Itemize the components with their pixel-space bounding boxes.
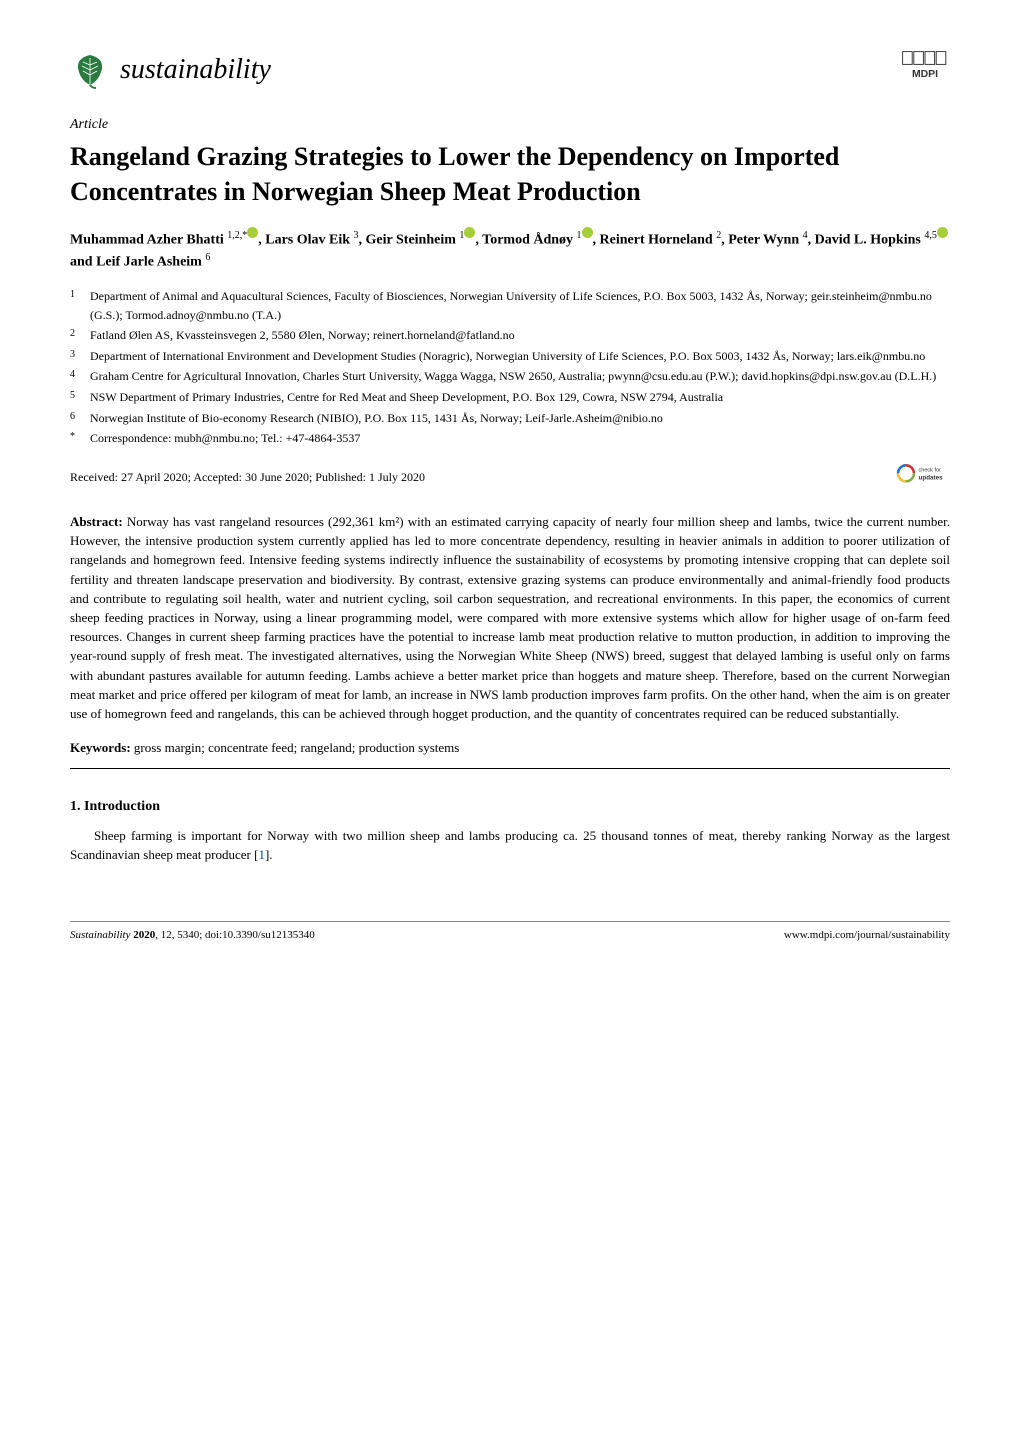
article-title: Rangeland Grazing Strategies to Lower th… (70, 139, 950, 209)
keywords-label: Keywords: (70, 740, 131, 755)
affiliation-row: 5 NSW Department of Primary Industries, C… (70, 388, 950, 407)
affiliation-number: 4 (70, 367, 80, 386)
header: sustainability MDPI (70, 50, 950, 90)
leaf-icon (70, 50, 110, 90)
footer-journal: Sustainability (70, 929, 131, 941)
orcid-icon[interactable] (464, 227, 475, 238)
journal-name: sustainability (120, 50, 271, 89)
author-name: , Peter Wynn (721, 232, 802, 247)
author-name: , David L. Hopkins (808, 232, 925, 247)
affiliation-number: * (70, 429, 80, 448)
dates-row: Received: 27 April 2020; Accepted: 30 Ju… (70, 462, 950, 494)
affiliation-text: Department of International Environment … (90, 347, 925, 366)
abstract-label: Abstract: (70, 514, 123, 529)
svg-text:check for: check for (919, 468, 941, 474)
svg-text:MDPI: MDPI (912, 69, 938, 80)
svg-text:updates: updates (919, 474, 944, 481)
author-affil-sup: 6 (205, 252, 210, 263)
affiliation-text: Fatland Ølen AS, Kvassteinsvegen 2, 5580… (90, 326, 515, 345)
received-accepted-published: Received: 27 April 2020; Accepted: 30 Ju… (70, 469, 425, 486)
abstract-text: Norway has vast rangeland resources (292… (70, 514, 950, 721)
page-footer: Sustainability 2020, 12, 5340; doi:10.33… (70, 921, 950, 943)
affiliation-row: * Correspondence: mubh@nmbu.no; Tel.: +47… (70, 429, 950, 448)
author-name: , Reinert Horneland (593, 232, 717, 247)
author-name: , Geir Steinheim (359, 232, 460, 247)
footer-year: 2020 (133, 929, 155, 941)
affiliation-number: 1 (70, 287, 80, 324)
author-name: and Leif Jarle Asheim (70, 255, 205, 270)
affiliation-text: Graham Centre for Agricultural Innovatio… (90, 367, 936, 386)
author-name: Muhammad Azher Bhatti (70, 232, 227, 247)
affiliation-number: 3 (70, 347, 80, 366)
orcid-icon[interactable] (582, 227, 593, 238)
affiliation-text: Correspondence: mubh@nmbu.no; Tel.: +47-… (90, 429, 360, 448)
affiliation-number: 2 (70, 326, 80, 345)
orcid-icon[interactable] (937, 227, 948, 238)
article-type: Article (70, 115, 950, 135)
author-name: , Tormod Ådnøy (475, 232, 576, 247)
author-affil-sup: 1,2, (227, 230, 242, 241)
journal-brand: sustainability (70, 50, 271, 90)
section-heading: 1. Introduction (70, 797, 950, 817)
affiliation-row: 4 Graham Centre for Agricultural Innovati… (70, 367, 950, 386)
abstract: Abstract: Norway has vast rangeland reso… (70, 512, 950, 724)
affiliation-row: 1 Department of Animal and Aquacultural S… (70, 287, 950, 324)
keywords: Keywords: gross margin; concentrate feed… (70, 739, 950, 757)
affiliation-text: Department of Animal and Aquacultural Sc… (90, 287, 950, 324)
affiliation-row: 3 Department of International Environment… (70, 347, 950, 366)
affiliation-number: 5 (70, 388, 80, 407)
check-updates-icon[interactable]: check for updates (895, 462, 950, 494)
affiliation-row: 6 Norwegian Institute of Bio-economy Rese… (70, 409, 950, 428)
orcid-icon[interactable] (247, 227, 258, 238)
affiliation-text: NSW Department of Primary Industries, Ce… (90, 388, 723, 407)
keywords-text: gross margin; concentrate feed; rangelan… (131, 740, 460, 755)
author-affil-sup: 1 (577, 230, 582, 241)
affiliation-number: 6 (70, 409, 80, 428)
citation-link[interactable]: 1 (258, 847, 265, 862)
section-divider (70, 768, 950, 769)
mdpi-logo-icon: MDPI (900, 50, 950, 82)
affiliations: 1 Department of Animal and Aquacultural S… (70, 287, 950, 448)
body-paragraph: Sheep farming is important for Norway wi… (70, 826, 950, 864)
author-name: , Lars Olav Eik (258, 232, 353, 247)
affiliation-row: 2 Fatland Ølen AS, Kvassteinsvegen 2, 558… (70, 326, 950, 345)
author-affil-sup: 4,5 (924, 230, 937, 241)
affiliation-text: Norwegian Institute of Bio-economy Resea… (90, 409, 663, 428)
authors: Muhammad Azher Bhatti 1,2,*, Lars Olav E… (70, 227, 950, 273)
footer-citation: Sustainability 2020, 12, 5340; doi:10.33… (70, 928, 315, 943)
footer-doi: , 12, 5340; doi:10.3390/su12135340 (155, 929, 315, 941)
footer-url-link[interactable]: www.mdpi.com/journal/sustainability (784, 928, 950, 943)
